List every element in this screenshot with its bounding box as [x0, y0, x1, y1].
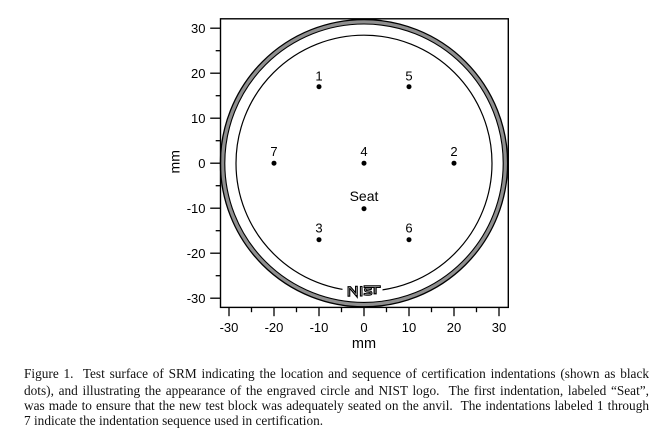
svg-text:4: 4 — [360, 144, 367, 159]
svg-text:-10: -10 — [310, 320, 329, 335]
svg-text:Seat: Seat — [350, 188, 379, 204]
svg-text:10: 10 — [191, 111, 205, 126]
svg-text:mm: mm — [352, 336, 376, 352]
svg-text:0: 0 — [360, 320, 367, 335]
svg-text:-20: -20 — [187, 246, 206, 261]
svg-text:-30: -30 — [220, 320, 239, 335]
svg-text:30: 30 — [492, 320, 506, 335]
svg-text:2: 2 — [450, 144, 457, 159]
svg-text:30: 30 — [191, 21, 205, 36]
svg-text:0: 0 — [198, 156, 205, 171]
svg-text:7: 7 — [270, 144, 277, 159]
svg-text:5: 5 — [405, 69, 412, 84]
svg-text:-20: -20 — [265, 320, 284, 335]
svg-text:20: 20 — [447, 320, 461, 335]
svg-text:1: 1 — [315, 69, 322, 84]
svg-text:-30: -30 — [187, 291, 206, 306]
svg-text:10: 10 — [402, 320, 416, 335]
svg-text:-10: -10 — [187, 201, 206, 216]
svg-text:3: 3 — [315, 221, 322, 236]
svg-text:20: 20 — [191, 66, 205, 81]
svg-text:6: 6 — [405, 221, 412, 236]
svg-text:mm: mm — [166, 150, 182, 173]
